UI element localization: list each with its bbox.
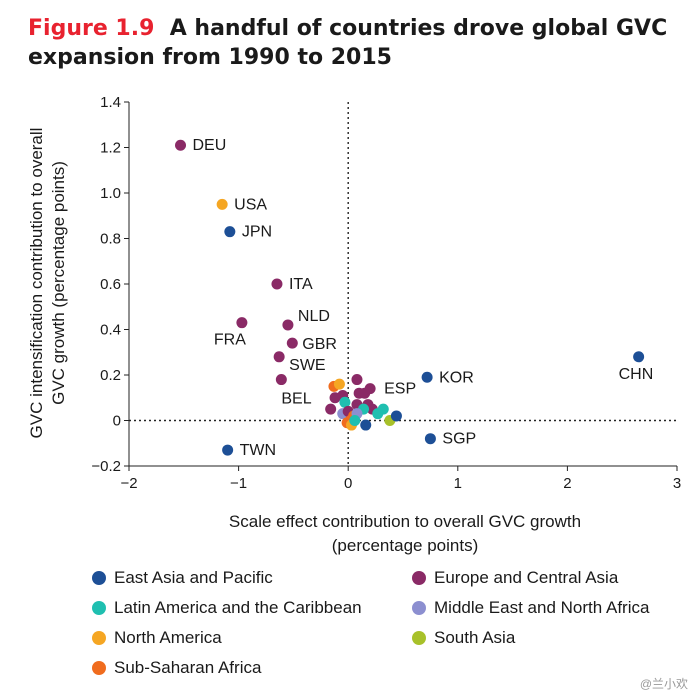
point-label-kor: KOR: [439, 369, 474, 386]
data-point: [351, 374, 363, 386]
y-tick-label: 0.2: [100, 367, 121, 384]
title-line-1: A handful of countries drove global GVC: [169, 16, 668, 41]
x-tick-label: −2: [120, 475, 137, 492]
data-point: [349, 415, 361, 426]
point-label-jpn: JPN: [242, 224, 272, 241]
legend-circle-icon: [92, 601, 106, 615]
point-label-ita: ITA: [289, 276, 313, 293]
legend-label: South Asia: [434, 628, 516, 647]
x-tick-label: 1: [454, 475, 462, 492]
data-point: [359, 387, 371, 399]
y-tick-label: 1.2: [100, 140, 121, 157]
y-tick-label: 1.4: [100, 94, 121, 111]
point-label-esp: ESP: [384, 381, 416, 398]
legend-label: East Asia and Pacific: [114, 568, 273, 587]
legend-item: Latin America and the Caribbean: [92, 598, 362, 618]
chart-title: Figure 1.9 A handful of countries drove …: [28, 14, 667, 72]
x-axis-label: Scale effect contribution to overall GVC…: [229, 512, 581, 531]
legend-circle-icon: [412, 571, 426, 585]
y-tick-label: 1.0: [100, 185, 121, 202]
legend-label: Sub-Saharan Africa: [114, 658, 262, 677]
scatter-chart: −0.2 0 0.2 0.4 0.6 0.8 1.0 1.2 1.4 −2 −1 0 1 2 3 Scale …: [27, 94, 681, 555]
y-tick-label: 0.6: [100, 276, 121, 293]
point-label-fra: FRA: [214, 332, 246, 349]
legend-item: East Asia and Pacific: [92, 568, 273, 588]
point-ita: [271, 278, 283, 290]
legend-item: Europe and Central Asia: [412, 568, 618, 588]
point-label-chn: CHN: [619, 366, 654, 383]
x-tick-label: 2: [563, 475, 571, 492]
legend-circle-icon: [92, 661, 106, 675]
x-tick-label: −1: [230, 475, 247, 492]
y-tick-label: 0.4: [100, 322, 121, 339]
point-label-sgp: SGP: [442, 431, 476, 448]
data-point: [325, 403, 337, 415]
point-twn: [222, 444, 234, 456]
legend-circle-icon: [412, 601, 426, 615]
x-tick-label: 3: [673, 475, 681, 492]
legend-label: Middle East and North Africa: [434, 598, 650, 617]
y-tick-label: −0.2: [91, 458, 121, 475]
point-nld: [282, 319, 294, 331]
figure-label: Figure 1.9: [28, 16, 155, 41]
data-point: [339, 396, 351, 408]
point-label-gbr: GBR: [302, 336, 337, 353]
point-label-bel: BEL: [281, 391, 311, 408]
point-label-usa: USA: [234, 196, 267, 213]
data-point: [333, 378, 345, 390]
y-axis-label: GVC growth (percentage points): [49, 161, 68, 405]
point-gbr: [286, 337, 298, 349]
data-point: [390, 410, 402, 422]
point-chn: [633, 351, 645, 363]
point-label-twn: TWN: [240, 442, 276, 459]
legend-label: Europe and Central Asia: [434, 568, 619, 587]
data-point: [360, 419, 372, 431]
y-axis-label: GVC intensification contribution to over…: [27, 128, 46, 439]
watermark: @兰小欢: [639, 677, 688, 691]
legend-item: Middle East and North Africa: [412, 598, 649, 618]
point-bel: [275, 374, 287, 386]
point-jpn: [224, 226, 236, 238]
data-point: [372, 408, 384, 420]
point-swe: [273, 351, 285, 363]
point-usa: [216, 198, 228, 210]
legend-circle-icon: [412, 631, 426, 645]
y-tick-label: 0.8: [100, 231, 121, 248]
x-tick-label: 0: [344, 475, 352, 492]
legend-item: South Asia: [412, 628, 515, 648]
legend-circle-icon: [92, 571, 106, 585]
title-line-2: expansion from 1990 to 2015: [28, 45, 392, 70]
legend-label: Latin America and the Caribbean: [114, 598, 362, 617]
legend-label: North America: [114, 628, 222, 647]
point-sgp: [424, 433, 436, 445]
point-label-deu: DEU: [193, 137, 227, 154]
legend-item: Sub-Saharan Africa: [92, 658, 261, 678]
x-axis-label: (percentage points): [332, 536, 478, 555]
legend-circle-icon: [92, 631, 106, 645]
legend-item: North America: [92, 628, 222, 648]
point-kor: [421, 371, 433, 383]
point-deu: [175, 139, 187, 151]
point-label-swe: SWE: [289, 357, 325, 374]
point-fra: [236, 317, 248, 329]
y-tick-label: 0: [113, 413, 121, 430]
point-label-nld: NLD: [298, 308, 330, 325]
